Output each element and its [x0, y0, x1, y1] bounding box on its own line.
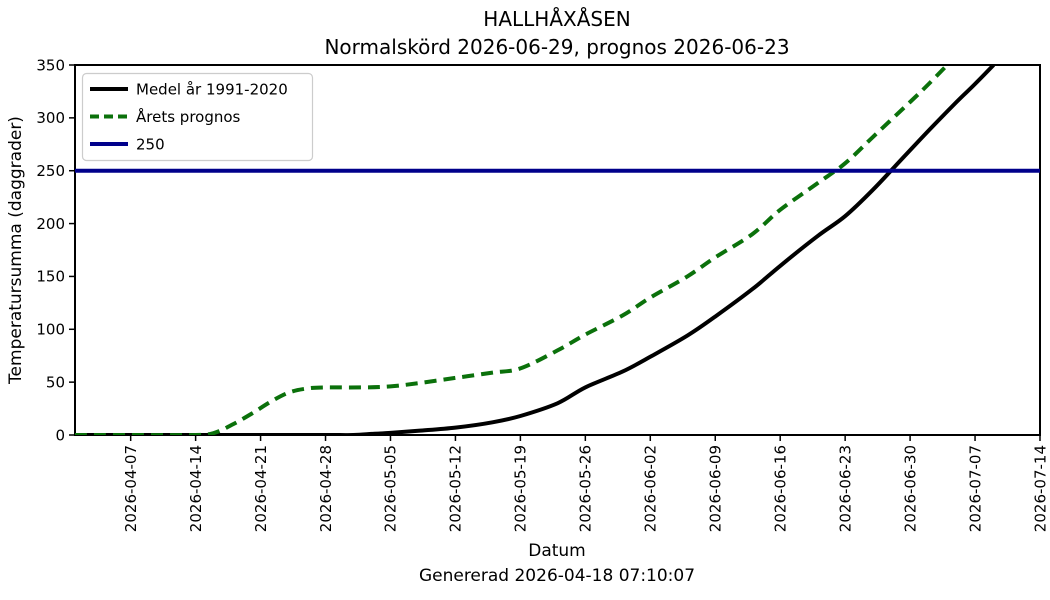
legend: Medel år 1991-2020 Årets prognos 250 [81, 72, 314, 162]
y-axis-label: Temperatursumma (daggrader) [6, 116, 26, 385]
x-tick-label: 2026-06-30 [901, 445, 919, 532]
x-tick-label: 2026-04-28 [317, 445, 335, 532]
legend-item-medel: Medel år 1991-2020 [90, 80, 288, 98]
legend-item-threshold: 250 [90, 135, 165, 153]
x-axis-label: Datum [528, 541, 586, 561]
y-tick-label: 100 [36, 321, 65, 339]
y-tick-label: 300 [36, 109, 65, 127]
x-tick-label: 2026-06-09 [706, 445, 724, 532]
chart-title-line-2: Normalskörd 2026-06-29, prognos 2026-06-… [324, 35, 789, 59]
x-tick-label: 2026-05-12 [447, 445, 465, 532]
x-tick-label: 2026-06-02 [642, 445, 660, 532]
x-tick-label: 2026-04-07 [122, 445, 140, 532]
plot-area-border [74, 64, 1041, 436]
y-tick-label: 50 [46, 373, 65, 391]
x-tick-label: 2026-05-05 [382, 445, 400, 532]
y-tick-label: 200 [36, 215, 65, 233]
legend-item-prognos: Årets prognos [90, 107, 241, 126]
x-tick-label: 2026-04-21 [252, 445, 270, 532]
y-tick-label: 350 [36, 56, 65, 74]
legend-label-threshold: 250 [136, 135, 165, 153]
legend-label-medel: Medel år 1991-2020 [136, 80, 288, 98]
x-tick-label: 2026-06-16 [771, 445, 789, 532]
y-axis-ticks: 0 50 100 150 200 250 300 350 [36, 56, 75, 444]
legend-box [81, 72, 314, 162]
y-tick-label: 250 [36, 162, 65, 180]
x-tick-label: 2026-07-14 [1031, 445, 1049, 532]
y-tick-label: 150 [36, 268, 65, 286]
chart-title-line-1: HALLHÅXÅSEN [483, 7, 630, 31]
series-prognos-line [75, 65, 949, 435]
x-tick-label: 2026-06-23 [836, 445, 854, 532]
y-tick-label: 0 [55, 426, 65, 444]
x-tick-label: 2026-04-14 [187, 445, 205, 532]
footer-generated-text: Genererad 2026-04-18 07:10:07 [419, 566, 695, 586]
x-tick-label: 2026-05-19 [512, 445, 530, 532]
x-tick-label: 2026-05-26 [577, 445, 595, 532]
plot-series [75, 65, 1040, 435]
x-axis-ticks: 2026-04-07 2026-04-14 2026-04-21 2026-04-28… [122, 435, 1049, 532]
legend-label-prognos: Årets prognos [136, 107, 241, 126]
x-tick-label: 2026-07-07 [966, 445, 984, 532]
